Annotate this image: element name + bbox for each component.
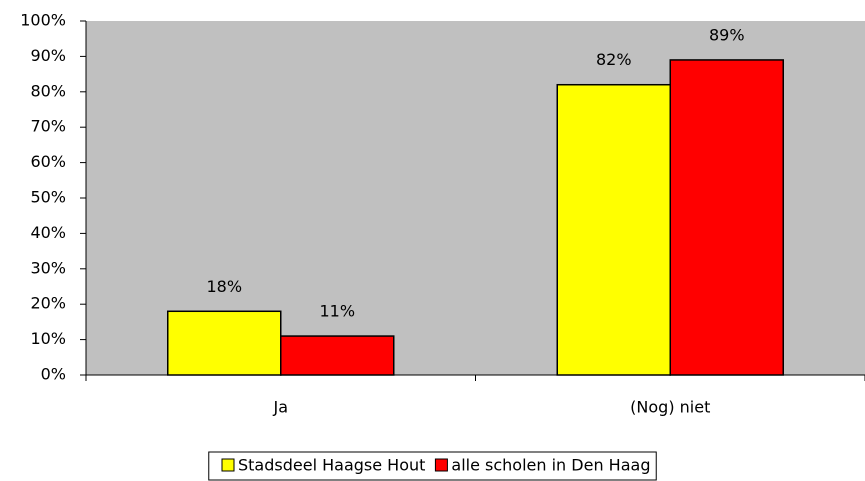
- value-label: 11%: [319, 302, 355, 321]
- value-label: 89%: [709, 25, 745, 44]
- x-tick-label: (Nog) niet: [630, 398, 710, 417]
- y-tick-label: 20%: [30, 294, 66, 313]
- y-tick-label: 80%: [30, 81, 66, 100]
- x-tick-label: Ja: [272, 398, 288, 417]
- legend-label: alle scholen in Den Haag: [451, 456, 650, 475]
- y-tick-label: 70%: [30, 117, 66, 136]
- bar: [280, 335, 395, 376]
- y-tick-label: 90%: [30, 46, 66, 65]
- bar: [556, 83, 671, 376]
- y-tick-label: 30%: [30, 258, 66, 277]
- legend-swatch: [221, 458, 235, 472]
- value-label: 18%: [206, 277, 242, 296]
- y-tick-label: 60%: [30, 152, 66, 171]
- y-tick-label: 100%: [20, 11, 66, 30]
- value-label: 82%: [596, 50, 632, 69]
- y-tick-label: 0%: [41, 365, 66, 384]
- bar: [669, 59, 784, 376]
- legend: [208, 451, 657, 481]
- y-tick-label: 40%: [30, 223, 66, 242]
- legend-swatch: [434, 458, 448, 472]
- y-tick-label: 10%: [30, 329, 66, 348]
- legend-label: Stadsdeel Haagse Hout: [238, 456, 425, 475]
- bar: [167, 310, 282, 376]
- y-tick-label: 50%: [30, 188, 66, 207]
